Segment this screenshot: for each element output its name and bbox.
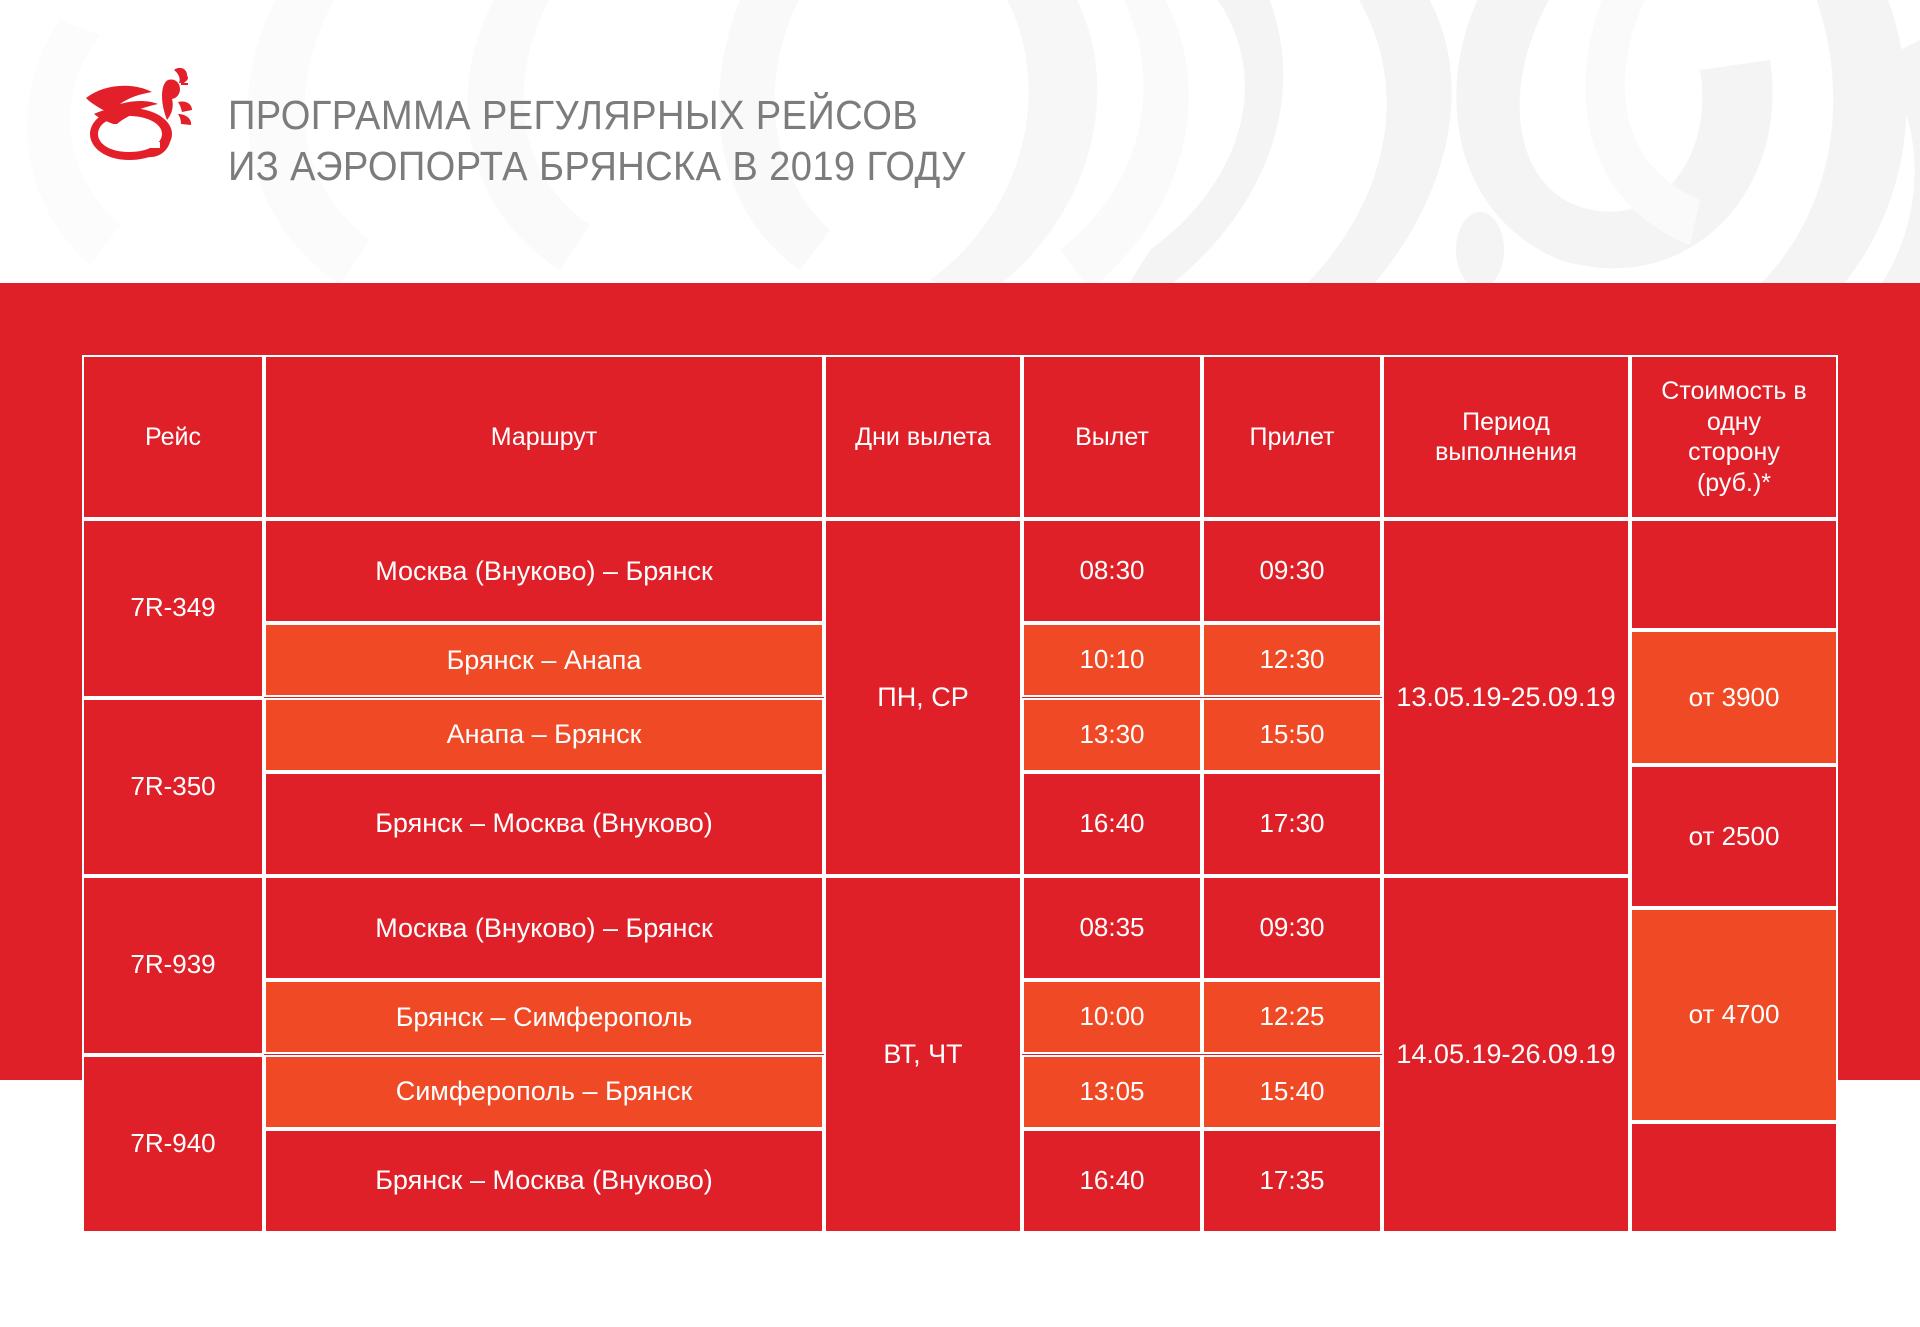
column-header-flight: Рейс (82, 355, 264, 519)
rusline-logo (82, 62, 192, 172)
column-header-arrive: Прилет (1202, 355, 1382, 519)
page-header: ПРОГРАММА РЕГУЛЯРНЫХ РЕЙСОВ ИЗ АЭРОПОРТА… (0, 0, 1920, 283)
route-cell: Москва (Внуково) – Брянск (264, 519, 824, 624)
depart-time-cell: 10:00 (1022, 980, 1202, 1055)
depart-time-cell: 08:35 (1022, 876, 1202, 981)
route-cell: Симферополь – Брянск (264, 1054, 824, 1129)
route-cell: Брянск – Симферополь (264, 980, 824, 1055)
title-line-2: ИЗ АЭРОПОРТА БРЯНСКА В 2019 ГОДУ (228, 143, 966, 189)
column-header-price: Стоимость в одну сторону (руб.)* (1630, 355, 1838, 519)
title-line-1: ПРОГРАММА РЕГУЛЯРНЫХ РЕЙСОВ (228, 92, 919, 138)
price-cell (1630, 1122, 1838, 1233)
route-cell: Брянск – Анапа (264, 623, 824, 698)
period-header-line-1: Период (1462, 407, 1550, 436)
arrive-time-cell: 15:50 (1202, 697, 1382, 772)
column-header-days: Дни вылета (824, 355, 1022, 519)
arrive-time-cell: 12:30 (1202, 623, 1382, 698)
arrive-time-cell: 17:35 (1202, 1128, 1382, 1233)
flight-number-cell: 7R-939 (82, 876, 264, 1055)
schedule-panel: Рейс Маршрут Дни вылета Вылет Прилет Период вы… (0, 283, 1920, 1326)
days-of-week-cell: ПН, СР (824, 519, 1022, 876)
arrive-time-cell: 17:30 (1202, 771, 1382, 876)
depart-time-cell: 13:30 (1022, 697, 1202, 772)
price-header-line-2: одну (1706, 407, 1762, 436)
period-cell: 13.05.19-25.09.19 (1382, 519, 1630, 876)
depart-time-cell: 16:40 (1022, 1128, 1202, 1233)
route-cell: Анапа – Брянск (264, 697, 824, 772)
column-header-depart: Вылет (1022, 355, 1202, 519)
price-cell (1630, 519, 1838, 630)
price-header-line-1: Стоимость в (1661, 377, 1807, 405)
route-cell: Брянск – Москва (Внуково) (264, 771, 824, 876)
price-footnote: * Цена указана в одну сторону с учетом в… (98, 1301, 1149, 1326)
price-cell: от 3900 (1630, 629, 1838, 766)
price-cell: от 4700 (1630, 908, 1838, 1123)
days-of-week-cell: ВТ, ЧТ (824, 876, 1022, 1233)
route-cell: Брянск – Москва (Внуково) (264, 1128, 824, 1233)
flight-number-cell: 7R-940 (82, 1054, 264, 1233)
depart-time-cell: 10:10 (1022, 623, 1202, 698)
period-header-line-2: выполнения (1435, 438, 1577, 466)
price-header-line-4: (руб.)* (1696, 468, 1772, 497)
flight-schedule-table: Рейс Маршрут Дни вылета Вылет Прилет Период вы… (82, 355, 1838, 1233)
flight-number-cell: 7R-350 (82, 697, 264, 876)
price-cell: от 2500 (1630, 765, 1838, 909)
price-header-line-3: сторону (1688, 438, 1780, 466)
depart-time-cell: 16:40 (1022, 771, 1202, 876)
depart-time-cell: 13:05 (1022, 1054, 1202, 1129)
period-cell: 14.05.19-26.09.19 (1382, 876, 1630, 1233)
arrive-time-cell: 15:40 (1202, 1054, 1382, 1129)
column-header-route: Маршрут (264, 355, 824, 519)
column-header-period: Период выполнения (1382, 355, 1630, 519)
arrive-time-cell: 12:25 (1202, 980, 1382, 1055)
page-title: ПРОГРАММА РЕГУЛЯРНЫХ РЕЙСОВ ИЗ АЭРОПОРТА… (228, 90, 1328, 192)
route-cell: Москва (Внуково) – Брянск (264, 876, 824, 981)
arrive-time-cell: 09:30 (1202, 519, 1382, 624)
arrive-time-cell: 09:30 (1202, 876, 1382, 981)
flight-number-cell: 7R-349 (82, 519, 264, 698)
depart-time-cell: 08:30 (1022, 519, 1202, 624)
